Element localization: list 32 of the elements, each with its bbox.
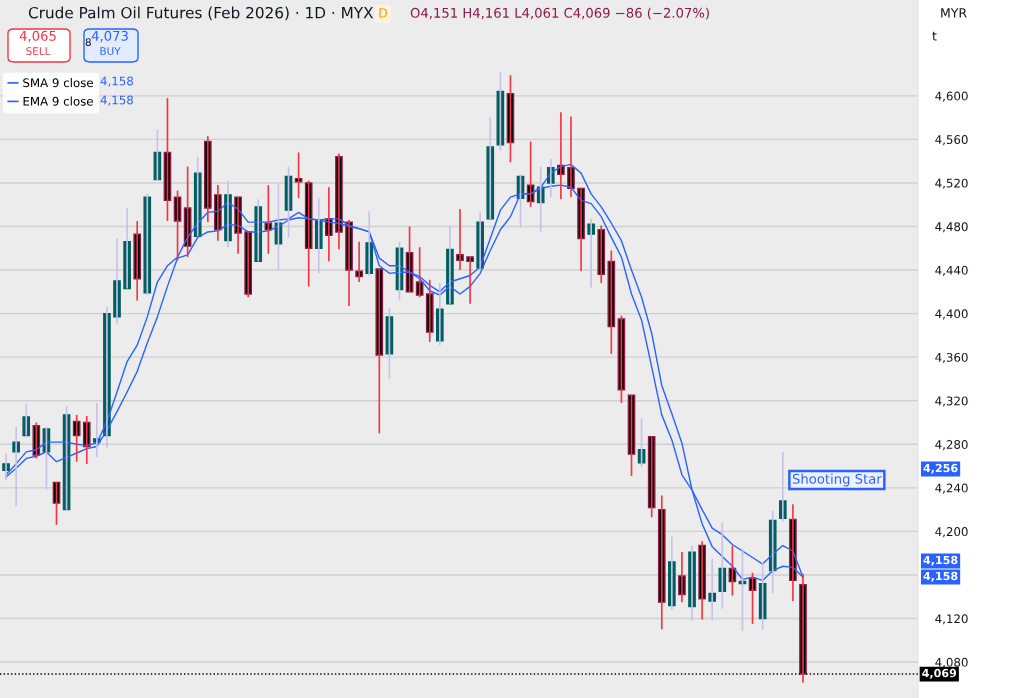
y-tick-label: 4,400 [935,309,968,320]
y-tick-label: 4,440 [935,265,968,276]
text: t [932,31,937,41]
annotation: 4,065 [19,30,56,43]
text: 4,256 [923,463,958,474]
annotation: 8 [85,38,91,47]
annotation: SELL [26,47,51,56]
text: O4,151 H4,161 L4,061 C4,069 −86 (−2.07%) [410,7,709,20]
y-tick-label: 4,240 [935,483,968,494]
annotation: D [379,8,388,18]
y-tick-label: 4,600 [935,91,968,102]
annotation: 4,158 [100,95,133,106]
y-tick-label: 4,320 [935,396,968,407]
annotation: 4,073 [91,30,128,43]
legend-label: SMA 9 close [23,78,93,88]
text: MYR [941,8,967,18]
annotation: 4,158 [100,76,133,87]
y-tick-label: 4,120 [935,614,968,625]
y-tick-label: 4,080 [935,657,968,668]
y-tick-label: 4,280 [935,440,968,451]
y-tick-label: 4,520 [935,178,968,189]
y-tick-label: 4,560 [935,135,968,146]
y-tick-label: 4,480 [935,222,968,233]
legend-label: EMA 9 close [23,96,93,106]
chart-title: Crude Palm Oil Futures (Feb 2026) · 1D · MYX [28,6,374,21]
text: 4,158 [923,571,958,582]
annotation: BUY [100,47,121,56]
ref-line-label: 4,069 [922,668,957,679]
text: 4,158 [923,555,958,566]
annotation: Shooting Star [792,473,882,487]
y-tick-label: 4,360 [935,352,968,364]
y-tick-label: 4,200 [935,527,968,538]
